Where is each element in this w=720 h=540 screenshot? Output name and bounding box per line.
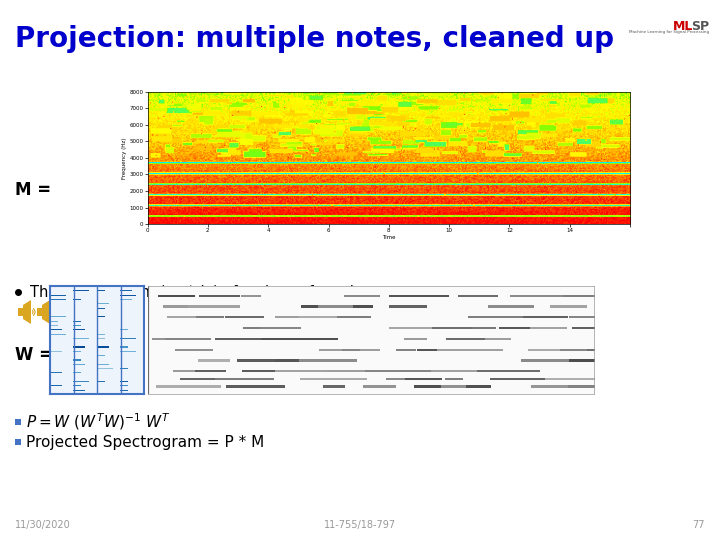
Y-axis label: Frequency (Hz): Frequency (Hz): [122, 137, 127, 179]
Bar: [75, 308, 80, 316]
Text: 11-755/18-797: 11-755/18-797: [324, 520, 396, 530]
Bar: [56, 308, 61, 316]
Text: Projection: multiple notes, cleaned up: Projection: multiple notes, cleaned up: [15, 25, 614, 53]
Polygon shape: [80, 300, 88, 324]
Text: Projected Spectrogram = P * M: Projected Spectrogram = P * M: [26, 435, 264, 449]
Polygon shape: [61, 300, 69, 324]
Polygon shape: [23, 300, 31, 324]
Text: M =: M =: [15, 181, 51, 199]
Text: 11/30/2020: 11/30/2020: [15, 520, 71, 530]
Bar: [18, 308, 23, 316]
Text: The spectrogram (matrix) of a piece of music: The spectrogram (matrix) of a piece of m…: [30, 285, 362, 300]
Bar: [37, 308, 42, 316]
X-axis label: Time: Time: [382, 235, 395, 240]
Text: SP: SP: [691, 20, 709, 33]
Bar: [15, 419, 21, 425]
Text: W =: W =: [15, 346, 53, 364]
Polygon shape: [42, 300, 50, 324]
Text: 77: 77: [693, 520, 705, 530]
Text: ML: ML: [672, 20, 693, 33]
Text: Machine Learning for Signal Processing: Machine Learning for Signal Processing: [629, 30, 709, 34]
Bar: [15, 439, 21, 445]
Text: $P = W\ (W^T W)^{-1}\ W^T$: $P = W\ (W^T W)^{-1}\ W^T$: [26, 411, 171, 433]
